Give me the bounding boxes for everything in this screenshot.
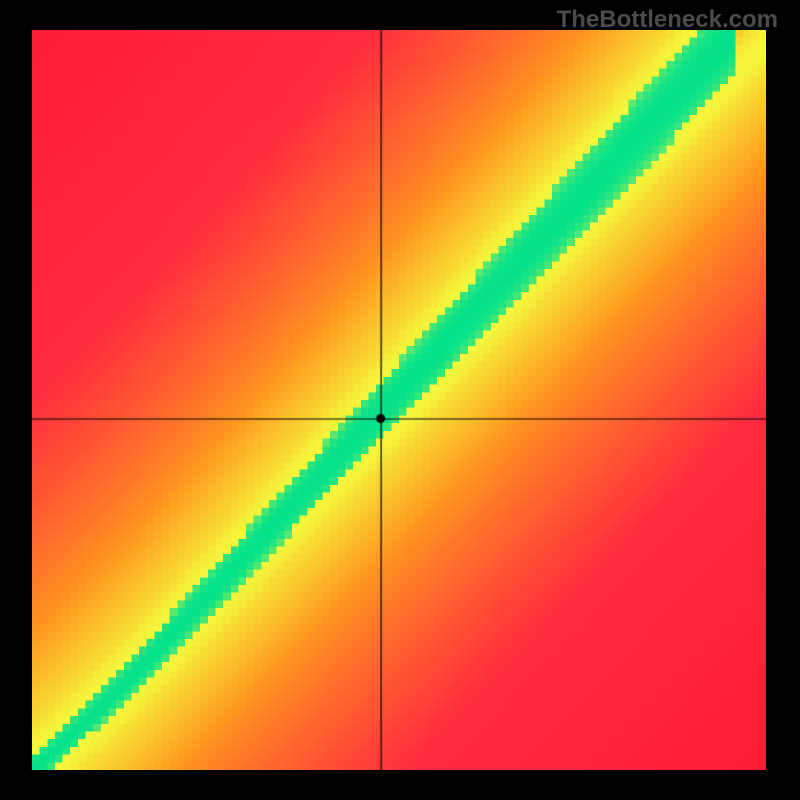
watermark-text: TheBottleneck.com — [557, 6, 778, 34]
chart-container: { "canvas": { "width": 800, "height": 80… — [0, 0, 800, 800]
bottleneck-heatmap — [32, 30, 766, 770]
